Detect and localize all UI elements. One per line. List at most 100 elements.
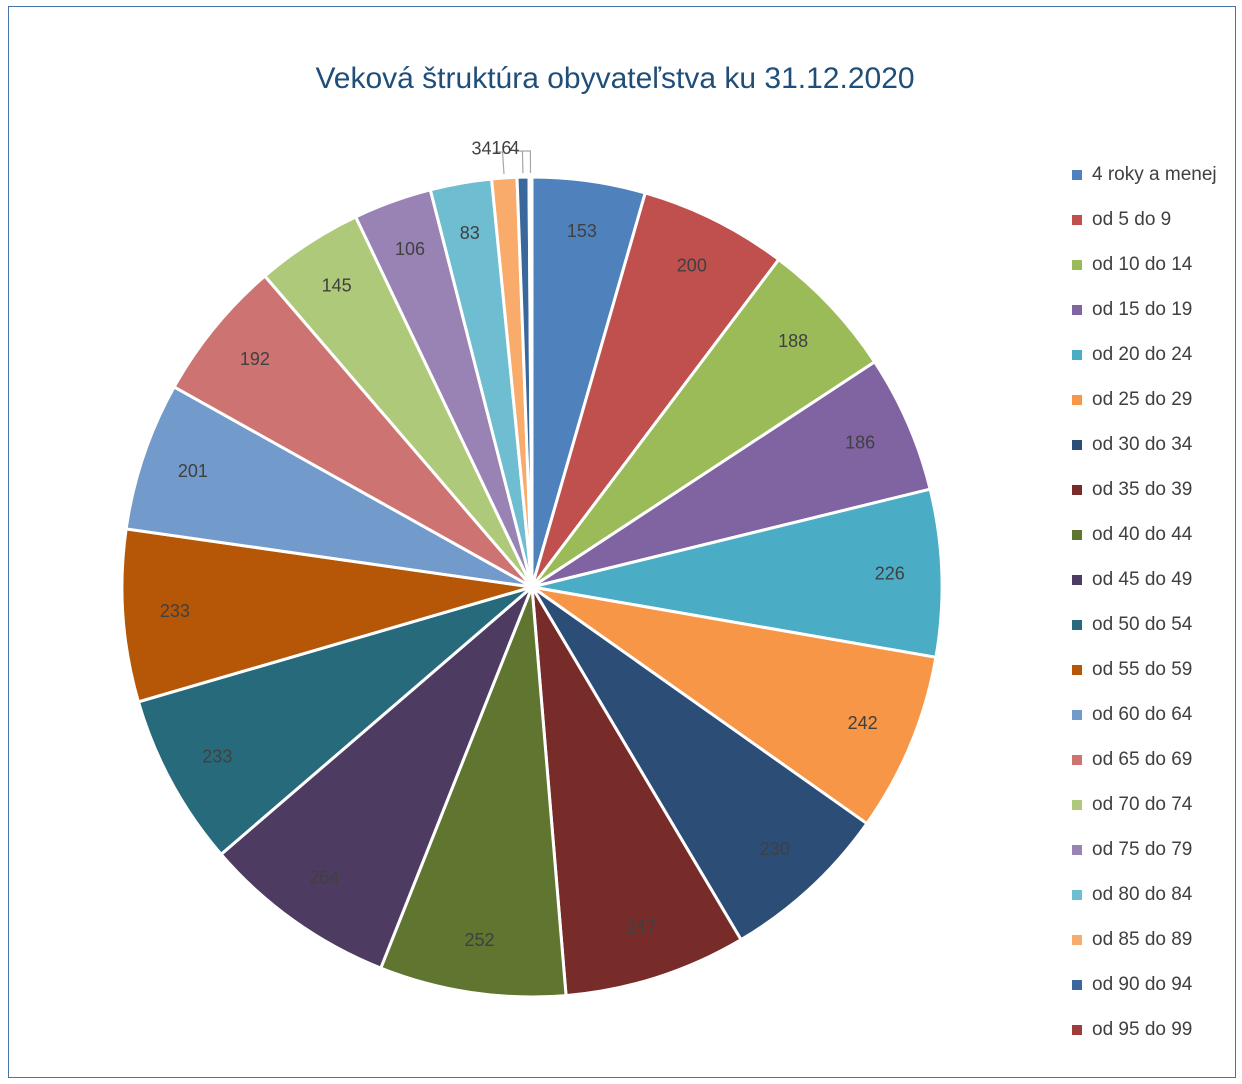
legend-swatch: [1072, 574, 1082, 585]
legend-item-od-60-do-64: od 60 do 64: [1072, 692, 1217, 737]
data-label-od-65-do-69: 192: [240, 349, 270, 369]
data-label-od-25-do-29: 242: [848, 713, 878, 733]
pie-slice-od-55-do-59: [120, 527, 533, 704]
data-label-od-85-do-89: 34: [471, 139, 491, 159]
pie-slice-od-50-do-54: [136, 585, 533, 857]
data-label-od-80-do-84: 83: [460, 223, 480, 243]
legend-label: od 35 do 39: [1092, 478, 1193, 500]
legend-item-od-10-do-14: od 10 do 14: [1072, 242, 1217, 287]
legend-swatch: [1072, 709, 1082, 720]
pie-chart: 153 200 188 186 226 242 230 247 252 264 233 233 201 1…: [120, 138, 944, 999]
legend-item-od-90-do-94: od 90 do 94: [1072, 962, 1217, 1007]
data-label-od-45-do-49: 264: [309, 867, 339, 887]
leader-line-od-95-do-99: [522, 150, 532, 174]
legend-item-od-70-do-74: od 70 do 74: [1072, 782, 1217, 827]
legend: 4 roky a menej od 5 do 9 od 10 do 14 od 15 …: [1072, 152, 1217, 1052]
legend-label: 4 roky a menej: [1092, 163, 1217, 185]
data-label-od-40-do-44: 252: [464, 930, 494, 950]
legend-label: od 50 do 54: [1092, 613, 1193, 635]
legend-swatch: [1072, 439, 1082, 450]
legend-label: od 20 do 24: [1092, 343, 1193, 365]
pie-slice-od-60-do-64: [124, 384, 533, 589]
legend-label: od 40 do 44: [1092, 523, 1193, 545]
pie-slice-od-15-do-19: [531, 359, 932, 589]
chart-frame: Veková štruktúra obyvateľstva ku 31.12.2…: [8, 6, 1236, 1078]
pie-slice-od-20-do-24: [531, 487, 944, 660]
pie-slice-od-30-do-34: [530, 585, 869, 942]
legend-item-od-85-do-89: od 85 do 89: [1072, 917, 1217, 962]
legend-swatch: [1072, 259, 1082, 270]
legend-item-od-25-do-29: od 25 do 29: [1072, 377, 1217, 422]
legend-swatch: [1072, 619, 1082, 630]
legend-label: od 10 do 14: [1092, 253, 1193, 275]
legend-label: od 55 do 59: [1092, 658, 1193, 680]
legend-swatch: [1072, 349, 1082, 360]
data-label-od-75-do-79: 106: [395, 239, 425, 259]
legend-item-od-50-do-54: od 50 do 54: [1072, 602, 1217, 647]
data-label-4-roky-a-menej: 153: [567, 221, 597, 241]
legend-item-od-40-do-44: od 40 do 44: [1072, 512, 1217, 557]
pie-slice-od-40-do-44: [378, 586, 568, 999]
legend-label: od 80 do 84: [1092, 883, 1193, 905]
legend-item-od-30-do-34: od 30 do 34: [1072, 422, 1217, 467]
legend-label: od 90 do 94: [1092, 973, 1193, 995]
legend-item-od-45-do-49: od 45 do 49: [1072, 557, 1217, 602]
legend-swatch: [1072, 484, 1082, 495]
legend-item-od-15-do-19: od 15 do 19: [1072, 287, 1217, 332]
legend-item-od-80-do-84: od 80 do 84: [1072, 872, 1217, 917]
legend-swatch: [1072, 844, 1082, 855]
legend-swatch: [1072, 529, 1082, 540]
legend-item-od-95-do-99: od 95 do 99: [1072, 1007, 1217, 1052]
legend-label: od 60 do 64: [1092, 703, 1193, 725]
legend-label: od 30 do 34: [1092, 433, 1193, 455]
data-label-od-5-do-9: 200: [677, 255, 707, 275]
legend-label: od 45 do 49: [1092, 568, 1193, 590]
data-label-od-60-do-64: 201: [178, 461, 208, 481]
pie-slice-od-95-do-99: [527, 175, 534, 588]
data-label-od-55-do-59: 233: [160, 601, 190, 621]
legend-label: od 70 do 74: [1092, 793, 1193, 815]
legend-swatch: [1072, 664, 1082, 675]
legend-label: od 25 do 29: [1092, 388, 1193, 410]
data-label-od-95-do-99: 4: [509, 138, 519, 158]
legend-item-od-55-do-59: od 55 do 59: [1072, 647, 1217, 692]
legend-swatch: [1072, 799, 1082, 810]
legend-label: od 95 do 99: [1092, 1018, 1193, 1040]
legend-label: od 5 do 9: [1092, 208, 1172, 230]
legend-item-od-75-do-79: od 75 do 79: [1072, 827, 1217, 872]
pie-slice-od-35-do-39: [530, 586, 744, 998]
legend-label: od 75 do 79: [1092, 838, 1193, 860]
pie-slice-od-10-do-14: [530, 257, 877, 589]
legend-item-4-roky-a-menej: 4 roky a menej: [1072, 152, 1217, 197]
legend-item-od-20-do-24: od 20 do 24: [1072, 332, 1217, 377]
data-label-od-15-do-19: 186: [845, 433, 875, 453]
legend-swatch: [1072, 979, 1082, 990]
legend-swatch: [1072, 934, 1082, 945]
legend-swatch: [1072, 169, 1082, 180]
data-label-od-20-do-24: 226: [875, 563, 905, 583]
legend-item-od-35-do-39: od 35 do 39: [1072, 467, 1217, 512]
legend-swatch: [1072, 304, 1082, 315]
legend-swatch: [1072, 754, 1082, 765]
pie-slice-od-65-do-69: [172, 273, 534, 589]
pie-slice-od-25-do-29: [531, 585, 938, 826]
data-label-od-10-do-14: 188: [778, 331, 808, 351]
legend-label: od 65 do 69: [1092, 748, 1193, 770]
data-label-od-30-do-34: 230: [760, 839, 790, 859]
legend-label: od 15 do 19: [1092, 298, 1193, 320]
legend-swatch: [1072, 394, 1082, 405]
data-label-od-90-do-94: 16: [491, 138, 511, 158]
chart-title: Veková štruktúra obyvateľstva ku 31.12.2…: [315, 62, 915, 95]
legend-swatch: [1072, 214, 1082, 225]
legend-item-od-65-do-69: od 65 do 69: [1072, 737, 1217, 782]
pie-slice-od-45-do-49: [219, 585, 534, 971]
data-label-od-70-do-74: 145: [322, 276, 352, 296]
data-label-od-50-do-54: 233: [202, 746, 232, 766]
legend-swatch: [1072, 1024, 1082, 1035]
legend-swatch: [1072, 889, 1082, 900]
data-label-od-35-do-39: 247: [626, 917, 656, 937]
leader-line-od-85-do-89: [494, 151, 505, 174]
legend-item-od-5-do-9: od 5 do 9: [1072, 197, 1217, 242]
legend-label: od 85 do 89: [1092, 928, 1193, 950]
pie-slice-od-5-do-9: [530, 191, 781, 588]
